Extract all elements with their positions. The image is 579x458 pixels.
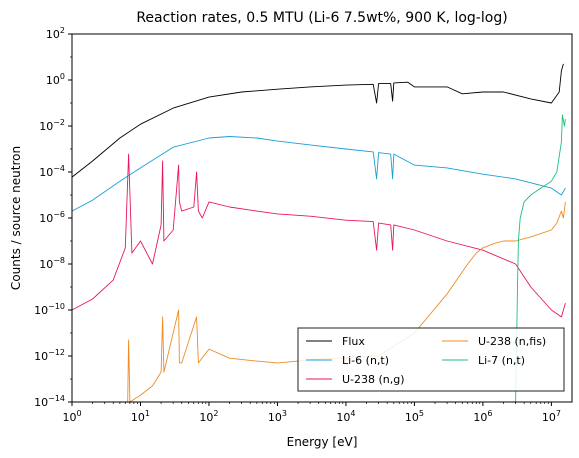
x-tick-label: 101 — [131, 409, 150, 424]
x-tick-label-exponent: 6 — [487, 409, 492, 418]
y-tick-label-exponent: −8 — [53, 256, 65, 265]
y-tick-label-base: 10 — [34, 304, 48, 317]
x-tick-label-exponent: 7 — [556, 409, 561, 418]
x-tick-label: 107 — [542, 409, 561, 424]
x-tick-label-exponent: 4 — [350, 409, 355, 418]
y-tick-label-base: 10 — [34, 350, 48, 363]
y-tick-label-exponent: −6 — [53, 210, 65, 219]
x-tick-label-base: 10 — [542, 411, 556, 424]
y-tick-label-exponent: 0 — [60, 72, 65, 81]
x-tick-label-base: 10 — [199, 411, 213, 424]
legend-label: Li-7 (n,t) — [478, 354, 525, 367]
x-axis: 100 101 102 103 104 105 106 107 — [62, 402, 561, 424]
x-tick-label-base: 10 — [131, 411, 145, 424]
x-tick-label: 102 — [199, 409, 218, 424]
y-tick-label-exponent: −10 — [48, 302, 65, 311]
y-tick-label-exponent: −4 — [53, 164, 65, 173]
y-axis-label: Counts / source neutron — [9, 146, 23, 290]
legend-label: Li-6 (n,t) — [342, 354, 389, 367]
y-tick-label-base: 10 — [46, 74, 60, 87]
y-tick-label-base: 10 — [39, 212, 53, 225]
y-tick-label: 10−12 — [34, 348, 65, 363]
legend-label: U-238 (n,fis) — [478, 335, 546, 348]
y-tick-label: 100 — [46, 72, 65, 87]
y-tick-label-base: 10 — [34, 396, 48, 409]
y-tick-label: 10−6 — [39, 210, 65, 225]
legend-frame — [297, 327, 565, 392]
y-tick-label-base: 10 — [39, 166, 53, 179]
y-tick-label-base: 10 — [39, 120, 53, 133]
series-layer — [72, 63, 566, 402]
legend: Flux Li-6 (n,t) U-238 (n,g) U-238 (n,fis) Li… — [297, 327, 565, 392]
series-line-2 — [72, 153, 566, 318]
series-line-0 — [72, 63, 564, 178]
x-tick-label-exponent: 1 — [145, 409, 150, 418]
y-tick-label-base: 10 — [46, 28, 60, 41]
x-tick-label-exponent: 2 — [213, 409, 218, 418]
x-tick-label-base: 10 — [268, 411, 282, 424]
x-tick-label: 104 — [336, 409, 355, 424]
chart-title: Reaction rates, 0.5 MTU (Li-6 7.5wt%, 90… — [136, 10, 507, 26]
x-tick-label-base: 10 — [62, 411, 76, 424]
x-tick-label: 105 — [405, 409, 424, 424]
y-tick-label: 102 — [46, 26, 65, 41]
y-tick-label-exponent: −12 — [48, 348, 65, 357]
legend-label: Flux — [342, 335, 365, 348]
series-line-1 — [72, 136, 566, 212]
x-tick-label: 103 — [268, 409, 287, 424]
y-tick-label: 10−2 — [39, 118, 65, 133]
y-tick-label: 10−4 — [39, 164, 65, 179]
x-tick-label-base: 10 — [336, 411, 350, 424]
x-tick-label-exponent: 3 — [282, 409, 287, 418]
y-tick-label-exponent: 2 — [60, 26, 65, 35]
y-tick-label: 10−14 — [34, 394, 65, 409]
series-line-4 — [515, 114, 566, 402]
y-tick-label-exponent: −14 — [48, 394, 65, 403]
y-tick-label: 10−8 — [39, 256, 65, 271]
x-tick-label-base: 10 — [473, 411, 487, 424]
x-tick-label-base: 10 — [405, 411, 419, 424]
y-tick-label-base: 10 — [39, 258, 53, 271]
legend-label: U-238 (n,g) — [342, 373, 405, 386]
y-tick-label-exponent: −2 — [53, 118, 65, 127]
x-tick-label: 100 — [62, 409, 81, 424]
x-tick-label-exponent: 5 — [419, 409, 424, 418]
x-axis-label: Energy [eV] — [287, 435, 358, 449]
x-tick-label: 106 — [473, 409, 492, 424]
x-tick-label-exponent: 0 — [76, 409, 81, 418]
y-tick-label: 10−10 — [34, 302, 65, 317]
series-line-3 — [72, 201, 566, 402]
